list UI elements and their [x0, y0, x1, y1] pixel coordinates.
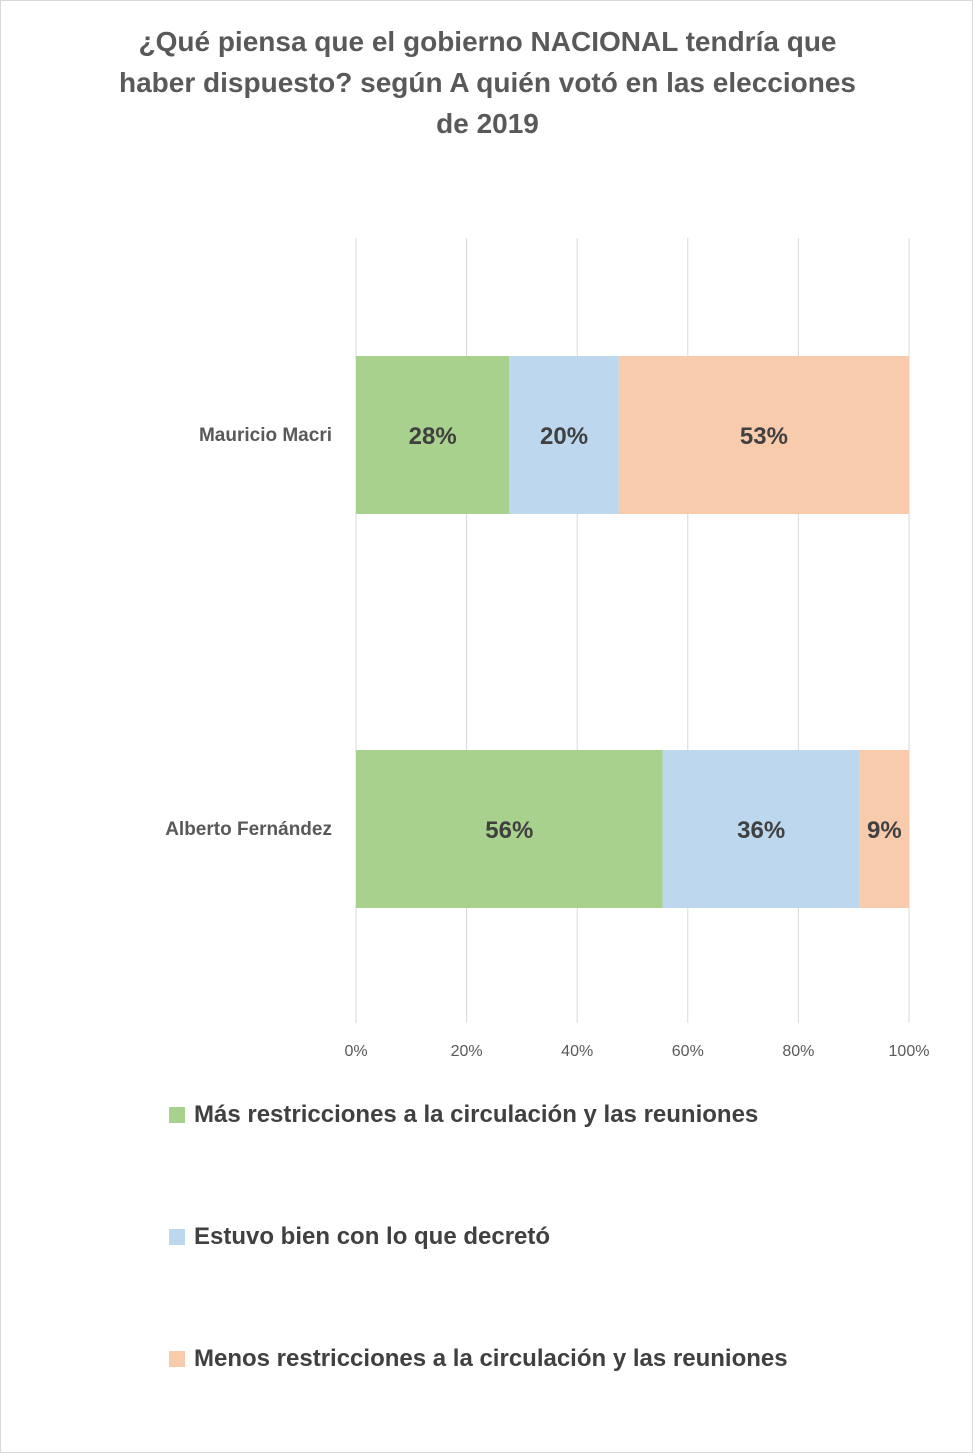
bar-segment: [509, 356, 619, 514]
bar-segment: [618, 356, 909, 514]
data-label: 20%: [540, 423, 588, 450]
legend-item-estuvo-bien: Estuvo bien con lo que decretó: [169, 1217, 550, 1257]
x-tick-label: 60%: [672, 1043, 704, 1060]
legend-label: Estuvo bien con lo que decretó: [194, 1223, 551, 1250]
bar-segment: [859, 750, 909, 908]
category-label: Alberto Fernández: [165, 819, 332, 840]
chart-title-line: haber dispuesto? según A quién votó en l…: [119, 67, 856, 98]
legend-swatch: [169, 1107, 185, 1123]
category-label: Mauricio Macri: [199, 425, 332, 446]
data-label: 53%: [740, 423, 788, 450]
chart-title: ¿Qué piensa que el gobierno NACIONAL ten…: [61, 21, 914, 144]
x-tick-label: 80%: [782, 1043, 814, 1060]
chart-title-line: de 2019: [436, 108, 539, 139]
legend-item-mas-restricciones: Más restricciones a la circulación y las…: [169, 1095, 758, 1135]
chart-title-line: ¿Qué piensa que el gobierno NACIONAL ten…: [138, 26, 837, 57]
legend-swatch: [169, 1229, 185, 1245]
bar-segment: [662, 750, 860, 908]
bar-segment: [356, 356, 510, 514]
x-tick-label: 100%: [889, 1043, 930, 1060]
legend-swatch: [169, 1351, 185, 1367]
data-label: 36%: [737, 817, 785, 844]
data-label: 28%: [409, 423, 457, 450]
data-label: 56%: [485, 817, 533, 844]
data-label: 9%: [867, 817, 902, 844]
x-tick-label: 20%: [451, 1043, 483, 1060]
legend-label: Menos restricciones a la circulación y l…: [194, 1345, 788, 1372]
legend-label: Más restricciones a la circulación y las…: [194, 1101, 759, 1128]
legend-item-menos-restricciones: Menos restricciones a la circulación y l…: [169, 1339, 788, 1379]
x-tick-label: 0%: [344, 1043, 367, 1060]
bar-segment: [356, 750, 663, 908]
stacked-bar-plot: 0% 20% 40% 60% 80% 100% 28% 20% 53% Mauricio Macr…: [165, 238, 930, 1060]
x-tick-label: 40%: [561, 1043, 593, 1060]
